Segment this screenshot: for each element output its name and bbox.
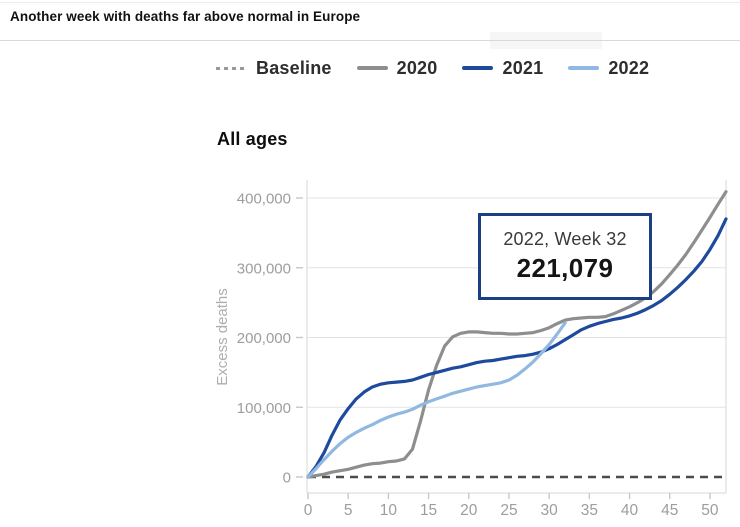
x-tick-label: 45 — [661, 502, 678, 519]
tooltip-value: 221,079 — [516, 253, 614, 283]
top-border-rule — [0, 2, 740, 3]
dashed-line-swatch — [216, 66, 247, 70]
series-line-2022[interactable] — [306, 321, 567, 479]
x-tick-label: 40 — [621, 502, 639, 519]
header-divider — [0, 40, 740, 41]
legend-item-2022[interactable]: 2022 — [568, 58, 649, 79]
x-tick-label: 5 — [344, 502, 353, 519]
y-tick-label: 0 — [283, 470, 291, 487]
chart-subtitle: All ages — [217, 129, 288, 149]
series-line-2020[interactable] — [306, 190, 728, 479]
legend-label: 2020 — [396, 57, 438, 78]
legend-item-baseline[interactable]: Baseline — [216, 58, 332, 79]
x-tick-label: 20 — [460, 502, 478, 519]
legend-item-2020[interactable]: 2020 — [356, 57, 438, 79]
x-tick-label: 50 — [701, 502, 719, 519]
y-tick-label: 200,000 — [237, 330, 291, 347]
series-line-2021[interactable] — [306, 217, 728, 479]
tooltip-series-week-label: 2022, Week 32 — [503, 229, 627, 249]
chart-tooltip: 2022, Week 32 221,079 — [478, 213, 652, 300]
y-tick-label: 100,000 — [237, 400, 291, 417]
line-swatch — [568, 66, 600, 70]
chart-legend: Baseline 2020 2021 2022 — [216, 55, 649, 81]
x-tick-label: 10 — [380, 502, 398, 519]
legend-label: 2022 — [608, 57, 650, 78]
x-tick-label: 30 — [541, 502, 559, 519]
x-tick-label: 0 — [304, 502, 313, 519]
x-tick-label: 35 — [581, 502, 598, 519]
y-tick-label: 300,000 — [237, 260, 291, 277]
page-title: Another week with deaths far above norma… — [10, 9, 361, 24]
y-axis-title: Excess deaths — [214, 288, 231, 386]
legend-label: Baseline — [256, 57, 332, 78]
x-tick-label: 25 — [500, 502, 517, 519]
legend-item-2021[interactable]: 2021 — [462, 58, 543, 79]
y-tick-label: 400,000 — [237, 191, 291, 208]
line-swatch — [462, 66, 494, 70]
line-swatch — [356, 66, 388, 70]
x-tick-label: 15 — [420, 502, 437, 519]
legend-label: 2021 — [502, 57, 544, 78]
